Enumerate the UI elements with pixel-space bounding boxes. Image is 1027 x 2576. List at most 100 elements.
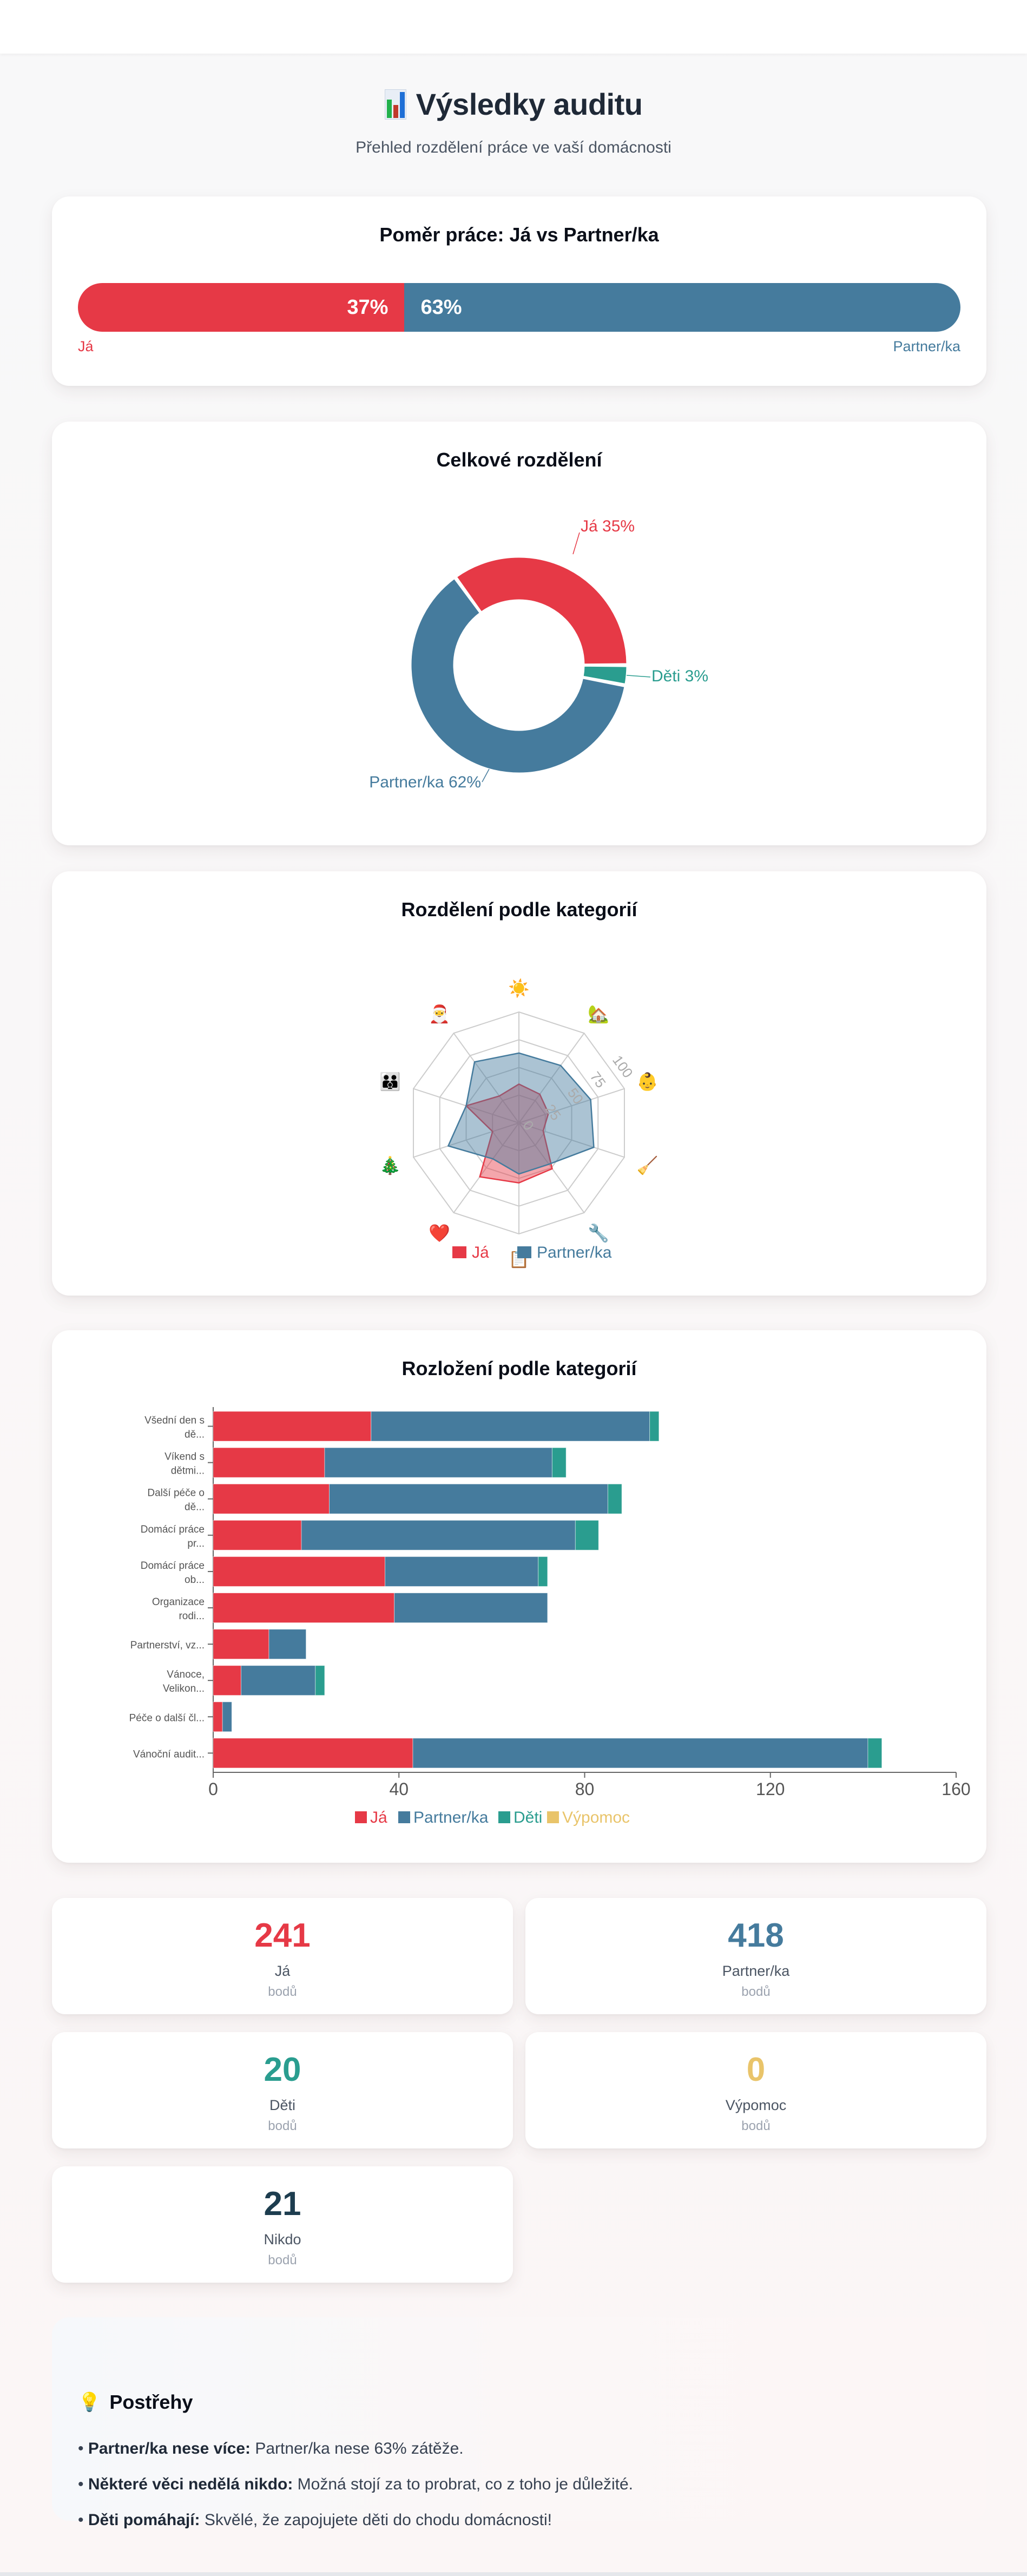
bar-segment-partnerka: [268, 1629, 307, 1660]
y-tick-label: ob...: [185, 1574, 205, 1586]
heart-icon: ❤️: [429, 1223, 450, 1243]
stat-label: Nikdo: [264, 2231, 301, 2248]
stat-unit: bodů: [741, 2119, 771, 2133]
y-tick-label: Víkend s: [164, 1451, 205, 1463]
radar-axis-line: [453, 1122, 519, 1213]
insights-title-text: Postřehy: [109, 2391, 193, 2413]
donut-chart: Já 35% Děti 3% Partner/ka 62%: [369, 517, 708, 791]
x-tick-label: 160: [942, 1779, 970, 1799]
insight-item: • Některé věci nedělá nikdo: Možná stojí…: [78, 2475, 634, 2493]
bar-segment-partnerka: [240, 1665, 316, 1696]
bar-segment-j: [213, 1520, 302, 1550]
christmas-tree-icon: 🎄: [379, 1155, 401, 1175]
donut-label: Partner/ka 62%: [369, 773, 481, 791]
sun-icon: ☀️: [508, 978, 530, 998]
y-tick-label: Všední den s: [144, 1415, 205, 1427]
x-tick-label: 40: [389, 1779, 409, 1799]
ratio-card: Poměr práce: Já vs Partner/ka 37% 63% Já…: [52, 196, 986, 386]
stat-card-partner: 418 Partner/ka bodů: [525, 1898, 986, 2014]
y-tick-label: Velikon...: [163, 1683, 205, 1694]
stat-unit: bodů: [268, 2119, 297, 2133]
bar-segment-dti: [607, 1483, 622, 1514]
y-tick-label: dětmi...: [171, 1466, 205, 1477]
stat-label: Děti: [269, 2097, 295, 2113]
bar-segment-dti: [315, 1665, 325, 1696]
bar-segment-dti: [551, 1447, 567, 1478]
page-bottom-border: [0, 2572, 1027, 2576]
donut-label: Já 35%: [581, 517, 635, 535]
bar-segment-partnerka: [329, 1483, 608, 1514]
bar-segment-j: [213, 1483, 330, 1514]
stacked-bar-chart: Všední den s dě... Víkend s dětmi... Další p…: [129, 1407, 971, 1826]
ratio-bar: 37% 63%: [78, 283, 960, 332]
stat-card-kids: 20 Děti bodů: [52, 2032, 513, 2148]
stat-unit: bodů: [741, 1984, 771, 1999]
radar-tick-label: 100: [609, 1052, 636, 1081]
bar-segment-partnerka: [222, 1701, 232, 1732]
santa-icon: 🎅: [429, 1004, 450, 1024]
radar-axis-line: [413, 1122, 519, 1158]
page-title: Výsledky auditu: [384, 87, 643, 122]
bar-segment-j: [213, 1556, 386, 1587]
bar-segment-j: [213, 1701, 223, 1732]
bar-title: Rozložení podle kategorií: [401, 1357, 637, 1379]
radar-title: Rozdělení podle kategorií: [401, 898, 637, 921]
stat-value: 0: [746, 2051, 766, 2088]
ratio-title: Poměr práce: Já vs Partner/ka: [379, 224, 659, 246]
ratio-segment-me: 37%: [78, 283, 405, 332]
donut-slice-j: [455, 556, 628, 666]
stat-value: 241: [254, 1917, 311, 1954]
insight-text: Možná stojí za to probrat, co z toho je …: [293, 2475, 634, 2493]
bar-segment-partnerka: [371, 1411, 650, 1442]
lightbulb-icon: 💡: [78, 2392, 101, 2413]
stat-value: 20: [264, 2051, 301, 2088]
donut-leader-line: [572, 532, 580, 555]
radar-axis-line: [518, 1122, 625, 1158]
bar-card: Rozložení podle kategorií Všední den s dě…: [52, 1330, 986, 1863]
x-tick-label: 120: [756, 1779, 785, 1799]
insight-text: Skvělé, že zapojujete děti do chodu domá…: [200, 2511, 552, 2529]
stat-unit: bodů: [268, 2253, 297, 2268]
legend-label: Výpomoc: [562, 1809, 630, 1826]
ratio-label-partner: Partner/ka: [893, 338, 960, 354]
stat-card-me: 241 Já bodů: [52, 1898, 513, 2014]
y-tick-label: Vánoční audit...: [133, 1749, 205, 1760]
bar-segment-dti: [575, 1520, 599, 1550]
radar-axis-line: [518, 1033, 585, 1123]
stat-card-nobody: 21 Nikdo bodů: [52, 2166, 513, 2283]
stat-value: 418: [728, 1917, 784, 1954]
y-tick-label: Domácí práce: [141, 1524, 205, 1535]
y-tick-label: Organizace: [152, 1596, 205, 1608]
donut-label: Děti 3%: [651, 667, 708, 685]
donut-slice-dti: [582, 665, 628, 686]
wrench-icon: 🔧: [588, 1223, 609, 1243]
x-tick-label: 0: [208, 1779, 218, 1799]
donut-card: Celkové rozdělení Já 35% Děti 3% Partner/k…: [52, 422, 986, 845]
x-tick-label: 80: [575, 1779, 595, 1799]
stat-value: 21: [264, 2185, 301, 2223]
page-subtitle: Přehled rozdělení práce ve vaší domácnos…: [356, 138, 672, 156]
page-header: Výsledky auditu Přehled rozdělení práce …: [0, 87, 1027, 157]
legend-label: Já: [472, 1244, 489, 1261]
bar-segment-partnerka: [301, 1520, 576, 1550]
legend-swatch: [498, 1811, 510, 1823]
bar-segment-partnerka: [394, 1593, 548, 1623]
radar-series-me: [465, 1083, 553, 1184]
y-tick-label: Partnerství, vz...: [130, 1640, 205, 1651]
ratio-partner-percent: 63%: [420, 295, 462, 319]
donut-leader-line: [482, 768, 490, 783]
insights-panel: 💡 Postřehy • Partner/ka nese více: Partn…: [52, 2317, 986, 2529]
family-icon: 👪: [379, 1072, 401, 1092]
bar-segment-dti: [649, 1411, 660, 1442]
ratio-segment-partner: 63%: [404, 283, 960, 332]
legend-swatch: [452, 1246, 466, 1258]
legend-label: Já: [370, 1809, 387, 1826]
radar-tick-label: 75: [587, 1069, 609, 1091]
y-tick-label: dě...: [185, 1502, 205, 1513]
legend-swatch: [547, 1811, 559, 1823]
legend-swatch: [355, 1811, 367, 1823]
bar-segment-partnerka: [324, 1447, 552, 1478]
ratio-me-percent: 37%: [347, 295, 389, 319]
bar-segment-j: [213, 1738, 413, 1769]
